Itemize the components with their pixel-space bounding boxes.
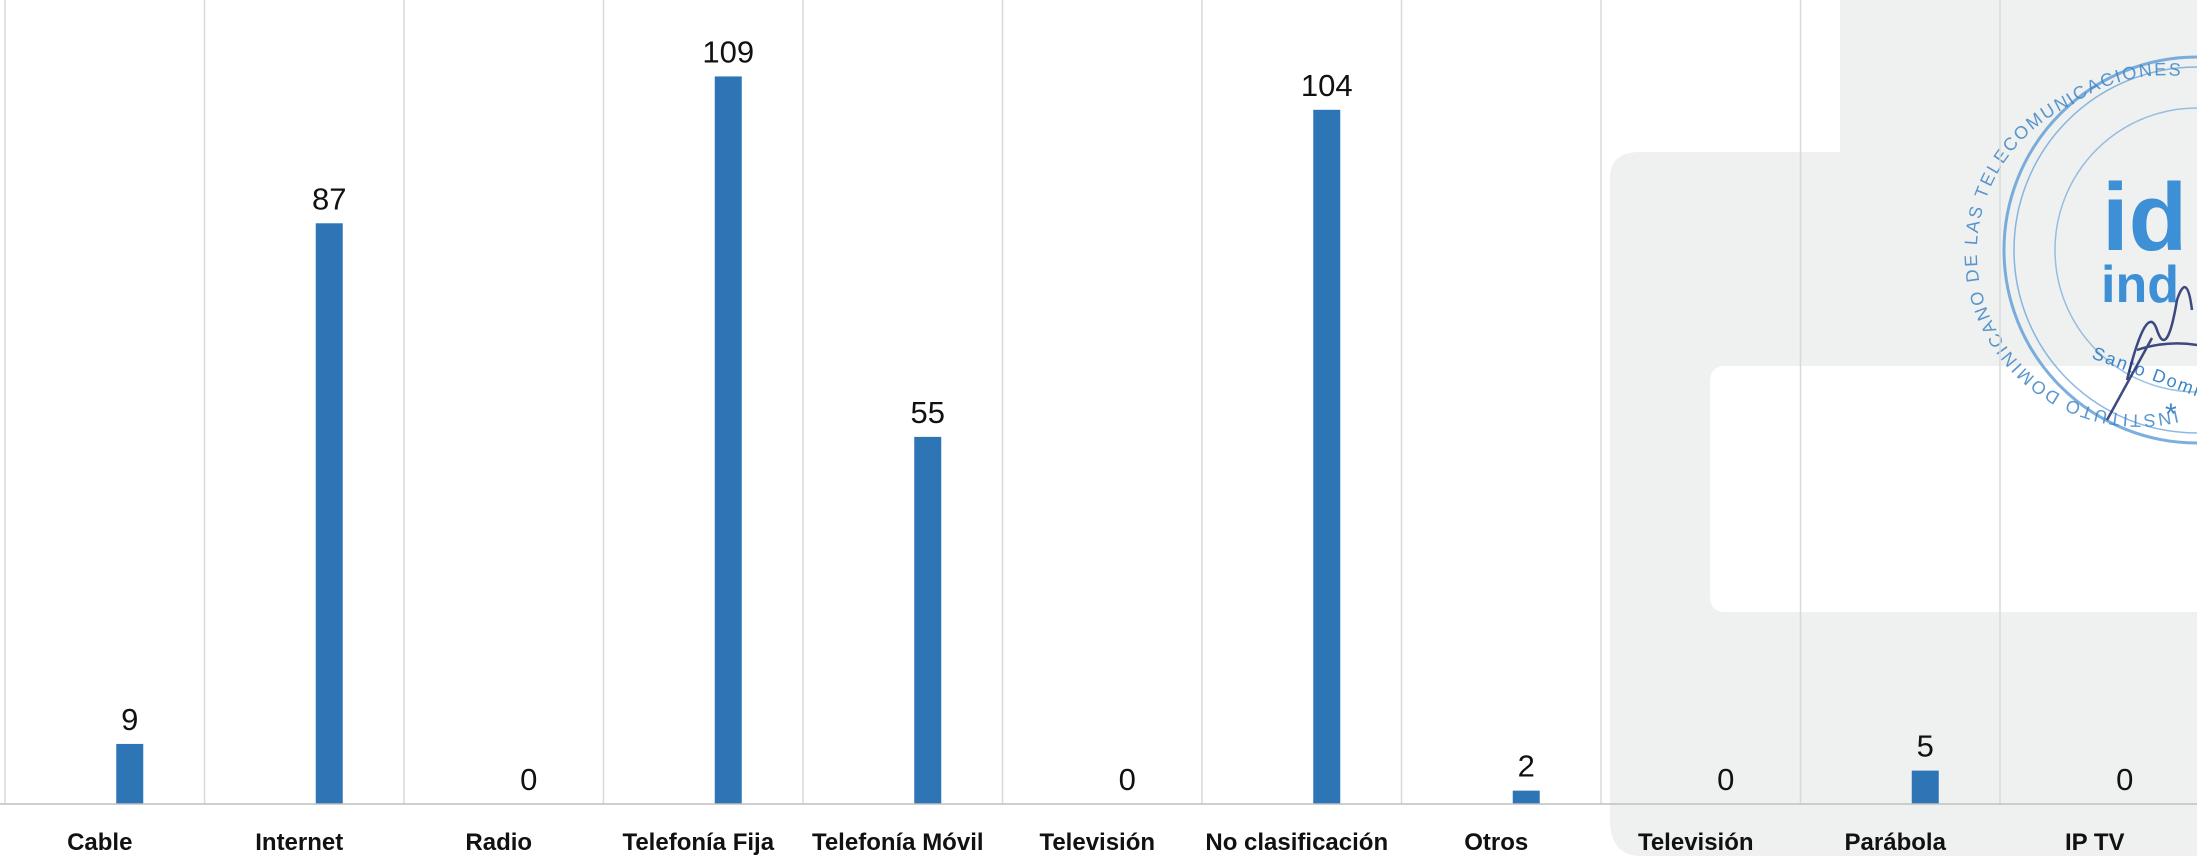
data-label: 0 (2116, 762, 2133, 797)
category-label: Otros (1464, 829, 1528, 856)
category-label: Telefonía Móvil (812, 829, 984, 856)
gridlines (4, 0, 2001, 804)
data-labels: 9 87 0 109 55 0 104 2 0 5 0 (121, 34, 2133, 797)
category-label: Televisión (1039, 829, 1155, 856)
seal-star-icon: * (2165, 398, 2177, 431)
category-label: Telefonía Fija (622, 829, 774, 856)
data-label: 5 (1917, 729, 1934, 764)
data-label: 0 (1119, 762, 1136, 797)
category-axis: Cable Internet Radio Telefonía Fija Telefoní… (67, 829, 2124, 856)
bar (315, 223, 343, 804)
seal-logo-bottom: ind (2101, 256, 2179, 314)
category-label: Cable (67, 829, 132, 856)
seal-logo-top: id (2102, 164, 2187, 271)
category-label: IP TV (2065, 829, 2125, 856)
data-label: 0 (520, 762, 537, 797)
category-label: Televisión (1638, 829, 1754, 856)
data-label: 109 (702, 34, 754, 69)
bar (1512, 790, 1540, 804)
category-label: Radio (465, 829, 532, 856)
category-label: No clasificación (1205, 829, 1388, 856)
category-label: Parábola (1845, 829, 1947, 856)
bar (914, 436, 942, 804)
data-label: 9 (121, 702, 138, 737)
data-label: 104 (1301, 68, 1353, 103)
bar (116, 743, 144, 804)
background-panel (1610, 0, 2197, 856)
signature-scribble (2105, 286, 2197, 421)
bar (1911, 770, 1939, 804)
data-label: 0 (1717, 762, 1734, 797)
data-label: 87 (312, 181, 346, 216)
data-label: 55 (911, 395, 945, 430)
category-label: Internet (255, 829, 343, 856)
bar (714, 76, 742, 805)
bar (1313, 109, 1341, 805)
data-label: 2 (1518, 749, 1535, 784)
bars (116, 76, 1939, 805)
